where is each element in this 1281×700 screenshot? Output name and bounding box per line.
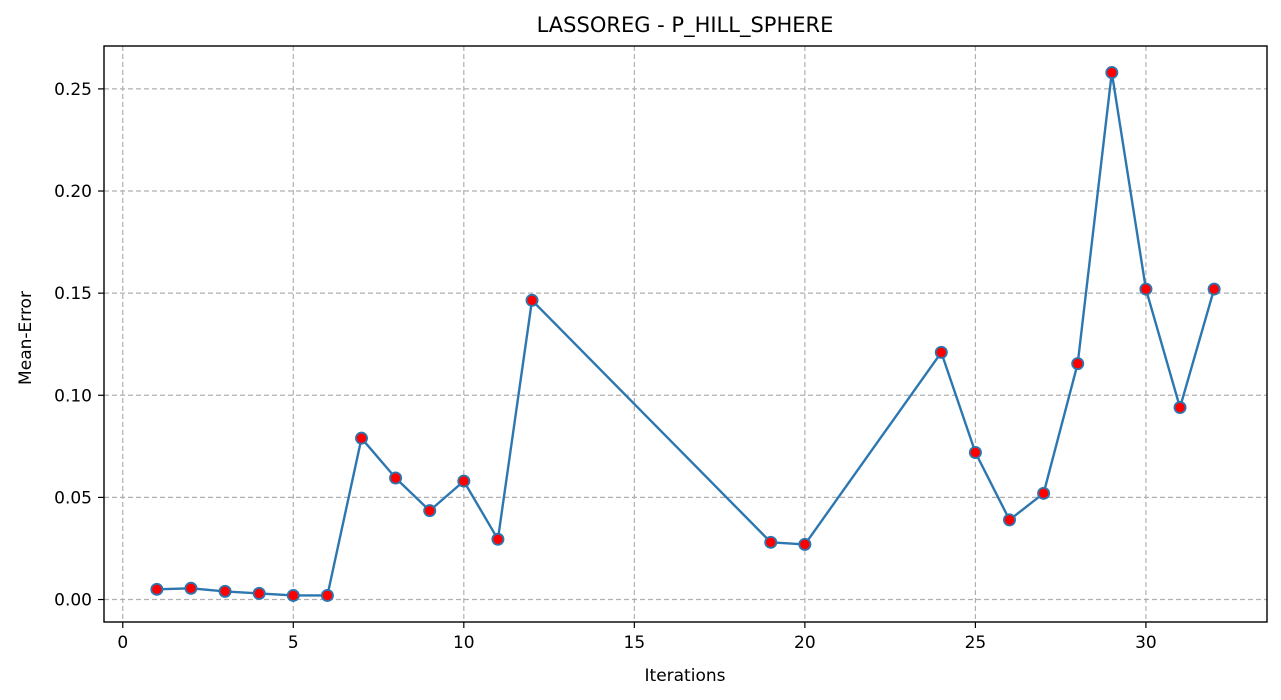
data-point bbox=[968, 445, 982, 459]
y-axis-title: Mean-Error bbox=[16, 291, 36, 385]
x-tick-label: 0 bbox=[117, 633, 128, 653]
y-tick-label: 0.15 bbox=[54, 284, 92, 304]
x-tick-label: 15 bbox=[624, 633, 646, 653]
data-point bbox=[934, 345, 948, 359]
y-tick-label: 0.20 bbox=[54, 182, 92, 202]
data-point bbox=[184, 581, 198, 595]
data-point bbox=[457, 474, 471, 488]
grid bbox=[104, 46, 1267, 622]
chart-title: LASSOREG - P_HILL_SPHERE bbox=[537, 13, 834, 38]
plot-area-frame bbox=[103, 45, 1268, 623]
data-point bbox=[1207, 282, 1221, 296]
x-tick-label: 25 bbox=[965, 633, 987, 653]
data-point bbox=[1071, 357, 1085, 371]
data-point bbox=[1003, 513, 1017, 527]
data-point bbox=[525, 293, 539, 307]
data-point bbox=[286, 588, 300, 602]
x-axis: 0 5 10 15 20 25 30 bbox=[117, 622, 1157, 653]
data-point bbox=[218, 584, 232, 598]
series-group bbox=[150, 66, 1221, 602]
y-tick-label: 0.25 bbox=[54, 80, 92, 100]
data-point bbox=[1139, 282, 1153, 296]
y-tick-label: 0.00 bbox=[54, 591, 92, 611]
x-tick-label: 10 bbox=[453, 633, 475, 653]
data-point bbox=[389, 471, 403, 485]
data-point bbox=[1105, 66, 1119, 80]
data-point bbox=[798, 537, 812, 551]
data-point bbox=[1173, 401, 1187, 415]
data-point bbox=[764, 535, 778, 549]
data-point bbox=[354, 431, 368, 445]
y-axis: 0.00 0.05 0.10 0.15 0.20 0.25 bbox=[54, 80, 104, 611]
series-line bbox=[156, 71, 1216, 597]
x-tick-label: 30 bbox=[1135, 633, 1157, 653]
y-tick-label: 0.05 bbox=[54, 488, 92, 508]
data-point bbox=[252, 586, 266, 600]
data-point bbox=[423, 504, 437, 518]
data-point bbox=[320, 588, 334, 602]
y-tick-label: 0.10 bbox=[54, 386, 92, 406]
x-tick-label: 20 bbox=[794, 633, 816, 653]
data-point bbox=[150, 582, 164, 596]
x-axis-title: Iterations bbox=[645, 666, 726, 686]
data-point bbox=[491, 532, 505, 546]
x-tick-label: 5 bbox=[288, 633, 299, 653]
data-point bbox=[1037, 486, 1051, 500]
